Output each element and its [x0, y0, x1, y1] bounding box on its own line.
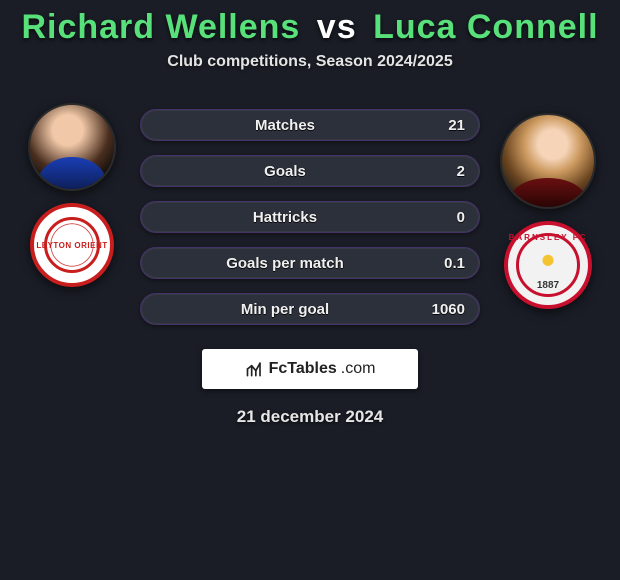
stat-row: Min per goal 1060	[140, 293, 480, 325]
player2-avatar	[500, 113, 596, 209]
title-player1: Richard Wellens	[21, 8, 300, 46]
date-label: 21 december 2024	[0, 407, 620, 427]
player2-club-badge: BARNSLEY FC 1887	[504, 221, 592, 309]
main-row: LEYTON ORIENT Matches 21 Goals 2 Hattric…	[0, 101, 620, 325]
title-vs: vs	[317, 8, 357, 46]
chart-icon	[245, 359, 265, 379]
stat-value: 0.1	[429, 255, 465, 272]
stat-value: 1060	[429, 301, 465, 318]
stats-bars: Matches 21 Goals 2 Hattricks 0 Goals per…	[140, 101, 480, 325]
subtitle: Club competitions, Season 2024/2025	[0, 53, 620, 71]
stat-row: Goals per match 0.1	[140, 247, 480, 279]
comparison-card: Richard Wellens vs Luca Connell Club com…	[0, 0, 620, 580]
stat-value: 21	[429, 117, 465, 134]
stat-label: Goals	[141, 163, 429, 180]
stat-row: Goals 2	[140, 155, 480, 187]
player1-avatar	[28, 103, 116, 191]
brand-box[interactable]: FcTables.com	[202, 349, 418, 389]
player2-club-year: 1887	[537, 280, 559, 291]
stat-value: 0	[429, 209, 465, 226]
stat-row: Hattricks 0	[140, 201, 480, 233]
page-title: Richard Wellens vs Luca Connell	[0, 8, 620, 47]
stat-value: 2	[429, 163, 465, 180]
brand-name-strong: FcTables	[269, 360, 337, 378]
stat-row: Matches 21	[140, 109, 480, 141]
brand-name-thin: .com	[341, 360, 376, 378]
title-player2: Luca Connell	[373, 8, 598, 46]
stat-label: Matches	[141, 117, 429, 134]
player1-club-badge: LEYTON ORIENT	[30, 203, 114, 287]
stat-label: Goals per match	[141, 255, 429, 272]
player1-club-label: LEYTON ORIENT	[36, 241, 107, 250]
left-column: LEYTON ORIENT	[22, 101, 122, 287]
stat-label: Hattricks	[141, 209, 429, 226]
player2-club-label: BARNSLEY FC	[509, 233, 588, 242]
right-column: BARNSLEY FC 1887	[498, 101, 598, 309]
stat-label: Min per goal	[141, 301, 429, 318]
